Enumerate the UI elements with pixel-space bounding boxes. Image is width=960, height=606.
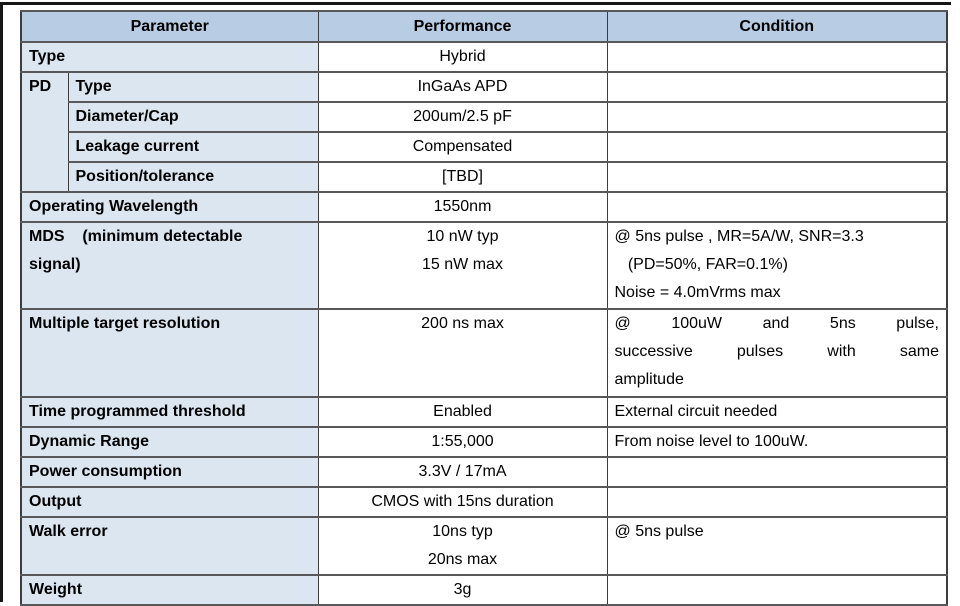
- table-row-walk-error: Walk error 10ns typ 20ns max @ 5ns pulse: [20, 516, 948, 576]
- param-cell: Output: [20, 486, 319, 518]
- param-cell: Diameter/Cap: [67, 101, 319, 133]
- table-row-mds: MDS (minimum detectable signal) 10 nW ty…: [20, 221, 948, 310]
- table-row: Weight 3g: [20, 574, 948, 606]
- cond-line: @ 5ns pulse , MR=5A/W, SNR=3.3: [614, 228, 864, 245]
- cond-cell: [606, 41, 948, 73]
- page-edge-left: [0, 2, 3, 602]
- table-row: Operating Wavelength 1550nm: [20, 191, 948, 223]
- param-cell: Operating Wavelength: [20, 191, 319, 223]
- table-row: Type Hybrid: [20, 41, 948, 73]
- table-row: PD Type InGaAs APD: [20, 71, 948, 193]
- perf-cell: Hybrid: [317, 41, 608, 73]
- cond-cell: @ 5ns pulse: [606, 516, 948, 576]
- param-cell: Time programmed threshold: [20, 396, 319, 428]
- perf-cell: 200 ns max: [317, 308, 608, 398]
- perf-cell: 1:55,000: [317, 426, 608, 458]
- cond-line: Noise = 4.0mVrms max: [614, 284, 781, 301]
- cond-line: @ 100uW and 5ns pulse,: [614, 315, 940, 332]
- cond-cell: [606, 574, 948, 606]
- cond-cell: External circuit needed: [606, 396, 948, 428]
- param-cell: Multiple target resolution: [20, 308, 319, 398]
- header-condition: Condition: [606, 10, 948, 43]
- perf-cell: 1550nm: [317, 191, 608, 223]
- cond-cell: From noise level to 100uW.: [606, 426, 948, 458]
- cond-cell: [606, 486, 948, 518]
- perf-cell: 200um/2.5 pF: [317, 101, 608, 133]
- cond-cell: [606, 101, 948, 133]
- header-row: Parameter Performance Condition: [20, 10, 948, 43]
- table-row: Leakage current Compensated: [21, 131, 948, 163]
- perf-line: 15 nW max: [422, 256, 503, 273]
- cond-line: (PD=50%, FAR=0.1%): [614, 256, 788, 273]
- cond-line: successive pulses with same: [614, 343, 940, 360]
- cond-cell: [606, 161, 948, 193]
- spec-table: Parameter Performance Condition Type Hyb…: [20, 10, 948, 606]
- header-parameter: Parameter: [20, 10, 319, 43]
- param-cell: Leakage current: [67, 131, 319, 163]
- param-cell: Power consumption: [20, 456, 319, 488]
- table-row-multi-target: Multiple target resolution 200 ns max @ …: [20, 308, 948, 398]
- cond-cell: [606, 71, 948, 103]
- perf-cell: 10 nW typ 15 nW max: [317, 221, 608, 310]
- header-performance: Performance: [317, 10, 608, 43]
- perf-cell: Enabled: [317, 396, 608, 428]
- perf-line: 20ns max: [427, 551, 498, 568]
- param-cell: Type: [20, 41, 319, 73]
- perf-cell: CMOS with 15ns duration: [317, 486, 608, 518]
- perf-cell: 3g: [317, 574, 608, 606]
- perf-cell: [TBD]: [317, 161, 608, 193]
- perf-line: 10 nW typ: [426, 228, 499, 245]
- param-cell: Dynamic Range: [20, 426, 319, 458]
- page-edge-top: [0, 2, 951, 5]
- param-cell: Walk error: [20, 516, 319, 576]
- table-row: Output CMOS with 15ns duration: [20, 486, 948, 518]
- table-row: Diameter/Cap 200um/2.5 pF: [21, 101, 948, 133]
- perf-cell: 3.3V / 17mA: [317, 456, 608, 488]
- perf-cell: InGaAs APD: [317, 71, 608, 103]
- cond-cell: @ 5ns pulse , MR=5A/W, SNR=3.3 (PD=50%, …: [606, 221, 948, 310]
- table-row: Time programmed threshold Enabled Extern…: [20, 396, 948, 428]
- table-row: Position/tolerance [TBD]: [21, 161, 948, 193]
- param-line: signal): [29, 256, 81, 273]
- cond-line: amplitude: [614, 371, 684, 388]
- param-cell: Type: [67, 71, 319, 103]
- table-row: Dynamic Range 1:55,000 From noise level …: [20, 426, 948, 458]
- param-cell: Position/tolerance: [67, 161, 319, 193]
- cond-cell: @ 100uW and 5ns pulse, successive pulses…: [606, 308, 948, 398]
- perf-line: 10ns typ: [432, 523, 493, 540]
- table-row: Power consumption 3.3V / 17mA: [20, 456, 948, 488]
- param-group-cell: PD: [20, 71, 69, 193]
- perf-cell: Compensated: [317, 131, 608, 163]
- param-cell: MDS (minimum detectable signal): [20, 221, 319, 310]
- perf-cell: 10ns typ 20ns max: [317, 516, 608, 576]
- param-cell: Weight: [20, 574, 319, 606]
- cond-cell: [606, 191, 948, 223]
- cond-cell: [606, 456, 948, 488]
- param-line: MDS (minimum detectable: [29, 228, 243, 245]
- cond-cell: [606, 131, 948, 163]
